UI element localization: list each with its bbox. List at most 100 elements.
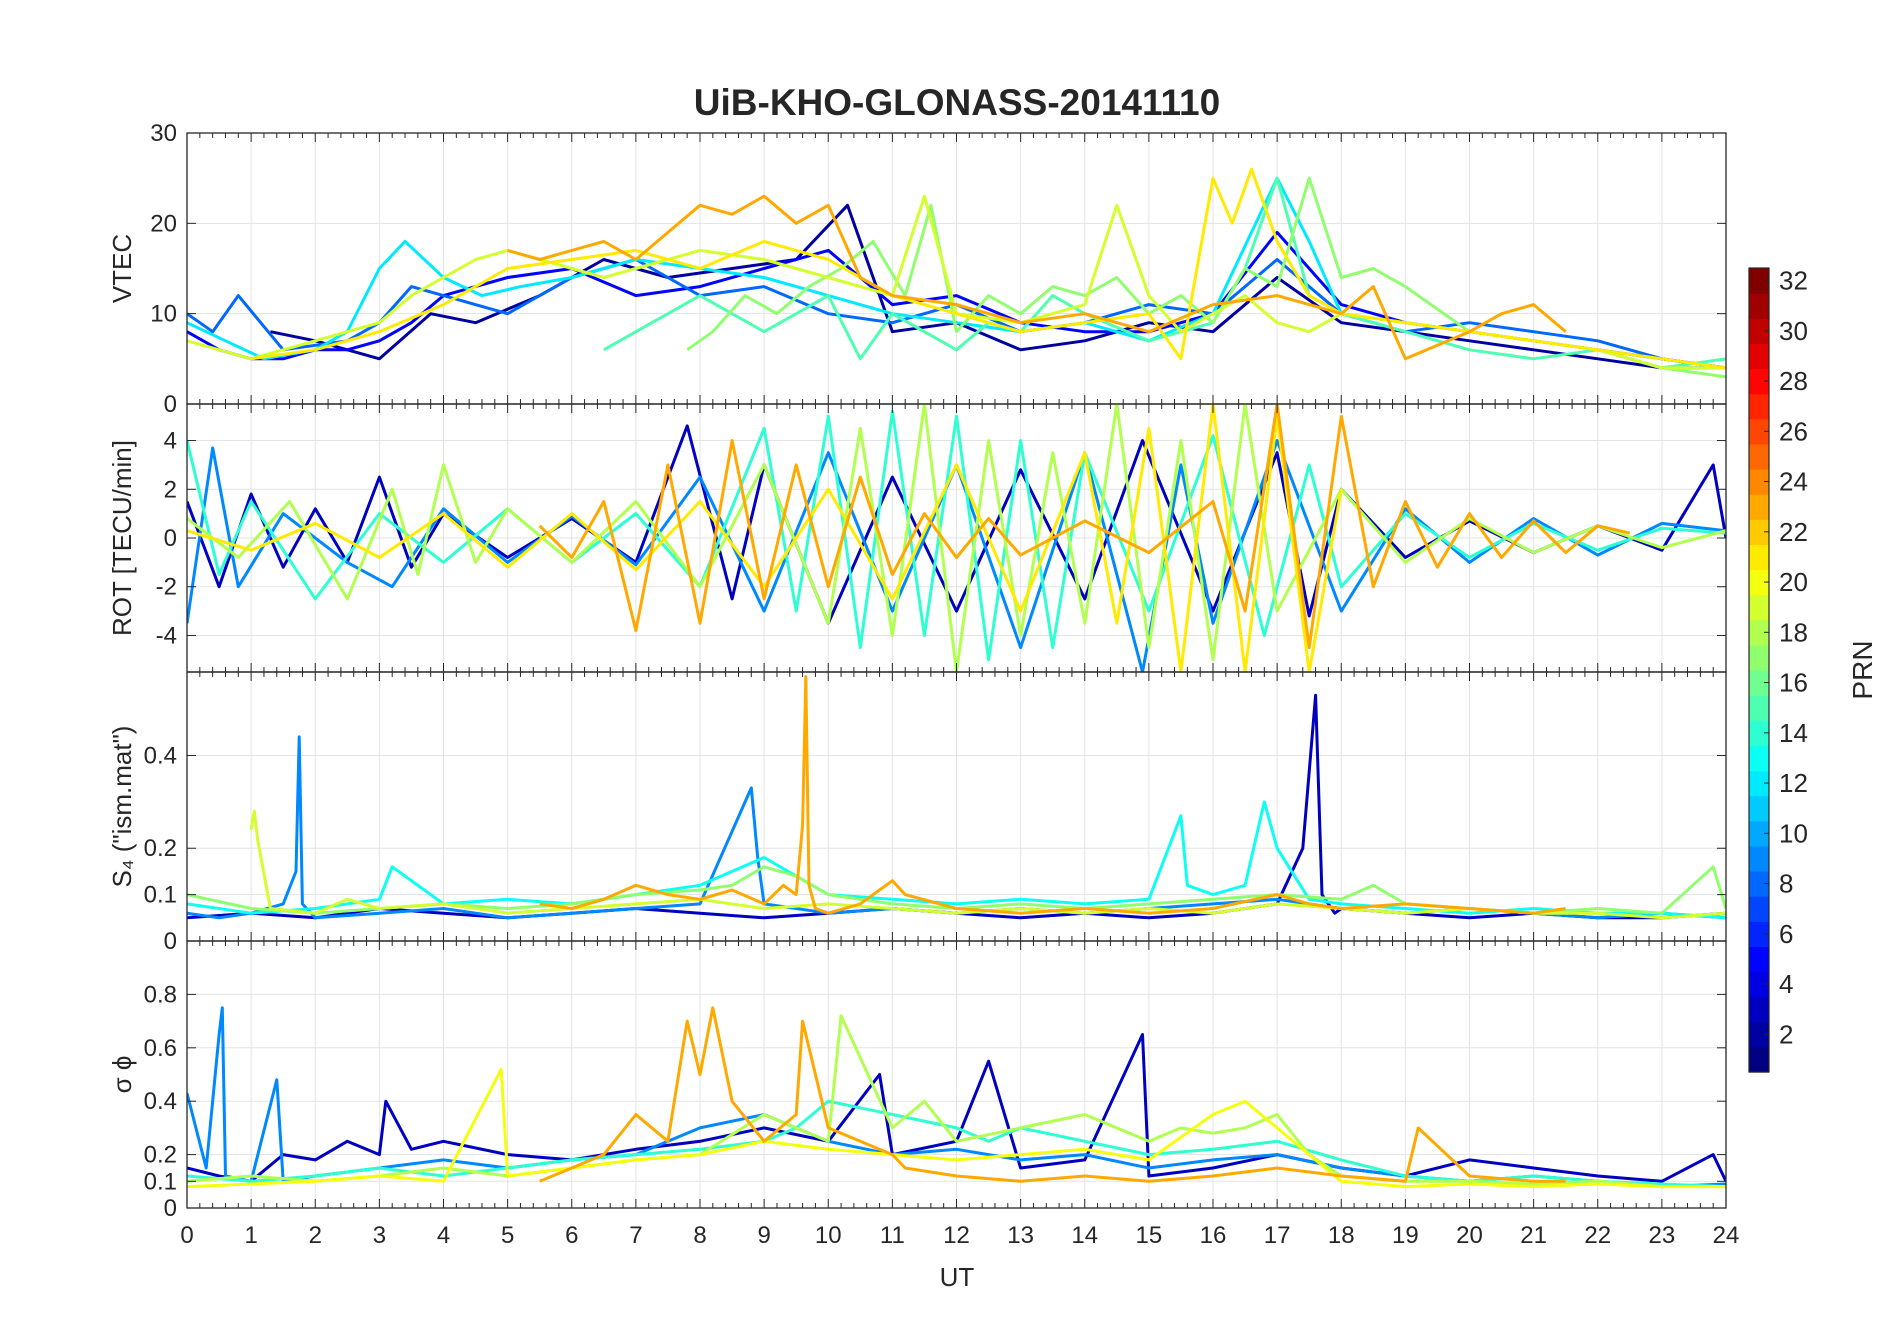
series-line-prn-23 [507, 194, 1567, 361]
x-tick-label: 12 [943, 1222, 970, 1249]
colorbar-band [1749, 745, 1769, 772]
series-group [187, 404, 1726, 672]
y-tick-label: 20 [150, 210, 177, 237]
colorbar-band [1749, 494, 1769, 520]
x-tick-label: 11 [880, 1222, 905, 1249]
x-tick-label: 2 [309, 1222, 322, 1249]
x-tick-label: 6 [565, 1222, 578, 1249]
colorbar-tick-label: 4 [1779, 969, 1793, 999]
colorbar-band [1749, 619, 1769, 646]
colorbar-band [1749, 921, 1769, 947]
chart-title: UiB-KHO-GLONASS-20141110 [694, 82, 1220, 123]
y-tick-label: 0 [164, 928, 177, 955]
colorbar-tick-label: 2 [1779, 1019, 1793, 1049]
colorbar-tick-label: 12 [1779, 768, 1808, 798]
x-tick-label: 9 [757, 1222, 770, 1249]
colorbar-tick-label: 6 [1779, 919, 1793, 949]
colorbar-tick-label: 10 [1779, 818, 1808, 848]
x-axis: 0 1 2 3 4 5 6 7 8 9 10 11 12 13 14 15 16 17 18 19 20 21 22 23 24 [180, 1222, 1739, 1249]
panel-3: 0 0.1 0.2 0.4 S₄ ("ism.mat") [107, 671, 1727, 955]
x-tick-label: 7 [629, 1222, 642, 1249]
y-tick-label: 30 [150, 120, 177, 147]
series-line-prn-21 [250, 167, 1726, 370]
colorbar-band [1749, 1046, 1769, 1073]
colorbar-band [1749, 695, 1769, 721]
series-line-prn-23 [539, 675, 1566, 915]
panel-1: 0 10 20 30 VTEC [107, 120, 1727, 418]
y-tick-label: 0.4 [144, 742, 177, 769]
colorbar-band [1749, 1021, 1769, 1048]
colorbar-tick-label: 8 [1779, 869, 1793, 899]
colorbar-tick-label: 32 [1779, 266, 1808, 296]
colorbar-tick-label: 22 [1779, 517, 1808, 547]
colorbar-band [1749, 318, 1769, 344]
series-group [187, 675, 1726, 920]
y-tick-label: 0.2 [144, 835, 177, 862]
colorbar-band [1749, 519, 1769, 545]
x-tick-label: 20 [1456, 1222, 1483, 1249]
x-tick-label: 0 [180, 1222, 193, 1249]
colorbar-band [1749, 996, 1769, 1023]
series-line-prn-21 [187, 404, 1343, 672]
y-tick-label: 4 [164, 428, 177, 455]
colorbar-band [1749, 368, 1769, 395]
y-tick-label: 0.4 [144, 1088, 177, 1115]
colorbar-band [1749, 820, 1769, 847]
series-line-prn-23 [539, 1006, 1566, 1183]
series-line-prn-17 [686, 176, 1726, 379]
x-tick-label: 10 [815, 1222, 842, 1249]
y-tick-label: 0.6 [144, 1035, 177, 1062]
colorbar-band [1749, 268, 1769, 294]
x-axis-label: UT [940, 1262, 975, 1292]
colorbar-band [1749, 594, 1769, 621]
colorbar-tick-label: 20 [1779, 567, 1808, 597]
y-tick-label: -4 [156, 622, 177, 649]
colorbar-band [1749, 418, 1769, 445]
series-line-prn-18 [187, 404, 1726, 672]
colorbar-band [1749, 871, 1769, 897]
y-tick-label: 0.8 [144, 981, 177, 1008]
y-tick-label: 2 [164, 476, 177, 503]
x-tick-label: 1 [244, 1222, 257, 1249]
colorbar-band [1749, 443, 1769, 470]
series-group [187, 167, 1726, 379]
y-axis-label: ROT [TECU/min] [107, 440, 137, 636]
colorbar-label: PRN [1847, 640, 1878, 699]
panel-4: 00.10.2 0.4 0.6 0.8 σ ϕ [107, 940, 1727, 1222]
colorbar-band [1749, 569, 1769, 596]
y-axis-label: σ ϕ [107, 1056, 137, 1094]
y-tick-label: 10 [150, 301, 177, 328]
colorbar-band [1749, 293, 1769, 319]
x-tick-label: 3 [373, 1222, 386, 1249]
colorbar-tick-label: 30 [1779, 316, 1808, 346]
x-tick-label: 16 [1200, 1222, 1227, 1249]
series-line-prn-15 [603, 176, 1726, 370]
grid-lines [186, 672, 1727, 942]
colorbar-band [1749, 343, 1769, 370]
series-line-prn-23 [538, 404, 1631, 650]
y-tick-label: 0 [164, 1195, 177, 1222]
y-tick-label: 0 [164, 391, 177, 418]
colorbar-band [1749, 644, 1769, 671]
colorbar-band [1749, 469, 1769, 495]
x-tick-label: 14 [1071, 1222, 1098, 1249]
x-tick-label: 4 [437, 1222, 450, 1249]
colorbar-band [1749, 845, 1769, 872]
y-tick-label: 0.1 [144, 882, 177, 909]
series-line-prn-19 [249, 809, 1726, 920]
series-line-prn-18 [187, 1014, 1726, 1189]
y-tick-label: 0 [164, 525, 177, 552]
colorbar-band [1749, 720, 1769, 746]
x-tick-label: 8 [693, 1222, 706, 1249]
x-tick-label: 24 [1713, 1222, 1740, 1249]
series-line-prn-14 [187, 1099, 1726, 1189]
series-line-prn-20 [187, 1067, 1726, 1189]
colorbar-band [1749, 544, 1769, 571]
x-tick-label: 18 [1328, 1222, 1355, 1249]
x-tick-label: 13 [1007, 1222, 1034, 1249]
x-tick-label: 22 [1584, 1222, 1611, 1249]
